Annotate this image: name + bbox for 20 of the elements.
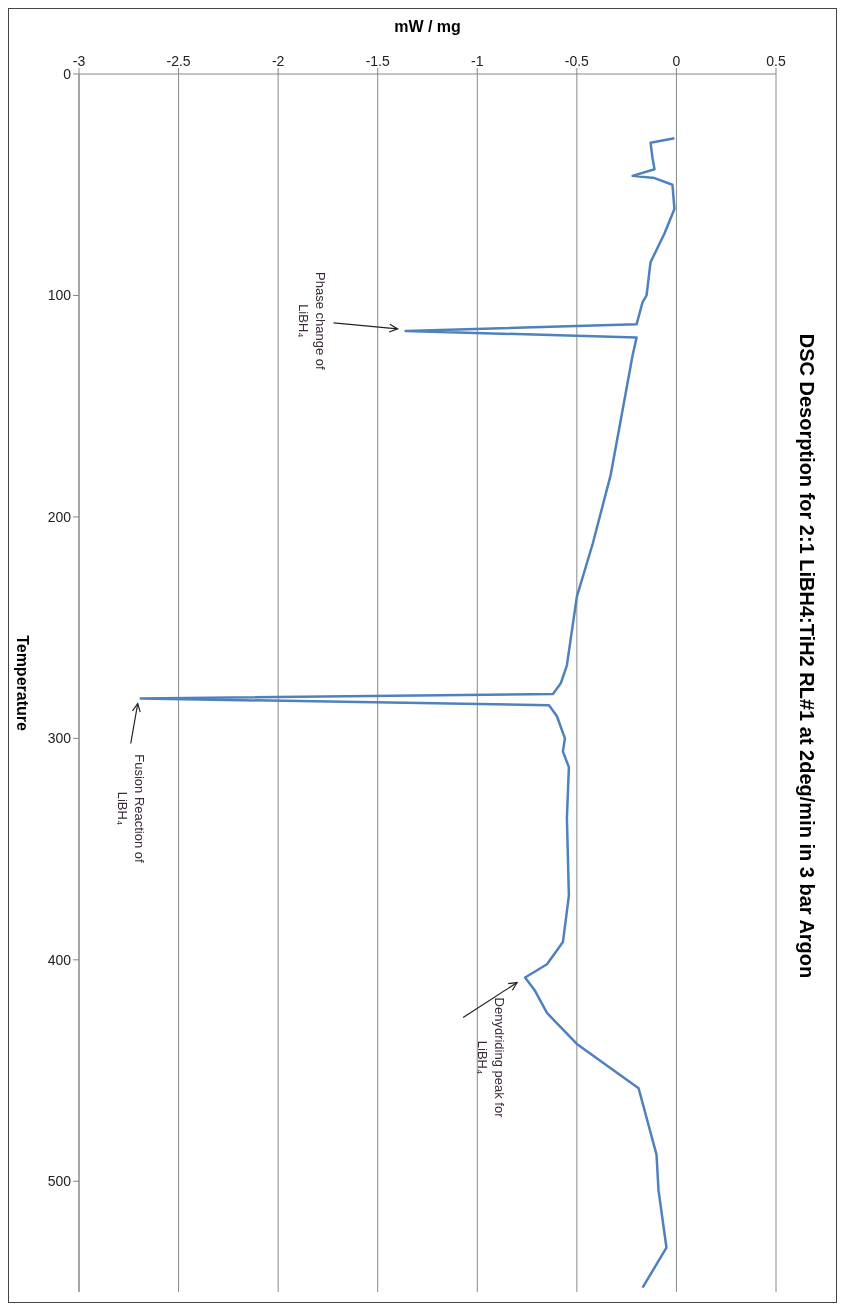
y-tick-label: 400 bbox=[47, 951, 72, 968]
annotation: Denydriding peak for LiBH₄ bbox=[475, 997, 508, 1119]
y-tick-label: 500 bbox=[47, 1173, 72, 1190]
x-axis-title: mW / mg bbox=[394, 18, 461, 36]
x-tick-label: -1.5 bbox=[365, 53, 390, 69]
x-tick-label: -3 bbox=[72, 53, 86, 69]
x-tick-label: -1 bbox=[471, 53, 484, 69]
y-tick-label: 100 bbox=[47, 287, 72, 304]
y-tick-label: 200 bbox=[47, 508, 72, 525]
x-tick-label: -0.5 bbox=[564, 53, 590, 69]
x-tick-label: -2.5 bbox=[166, 53, 191, 69]
y-axis-title: Temperature bbox=[14, 635, 32, 731]
annotation: Fusion Reaction of LiBH₄ bbox=[114, 754, 147, 864]
y-tick-label: 0 bbox=[63, 65, 72, 82]
text: DSC Desorption for 2:1 LiBH4:TiH2 RL#1 at 2deg/min in 3 bar Argon bbox=[794, 333, 818, 978]
x-tick-label: 0 bbox=[672, 53, 681, 69]
y-tick-label: 300 bbox=[47, 730, 72, 747]
annotation: Phase change of LiBH₄ bbox=[295, 272, 328, 371]
x-tick-label: 0.5 bbox=[766, 53, 786, 69]
x-tick-label: -2 bbox=[271, 53, 285, 69]
